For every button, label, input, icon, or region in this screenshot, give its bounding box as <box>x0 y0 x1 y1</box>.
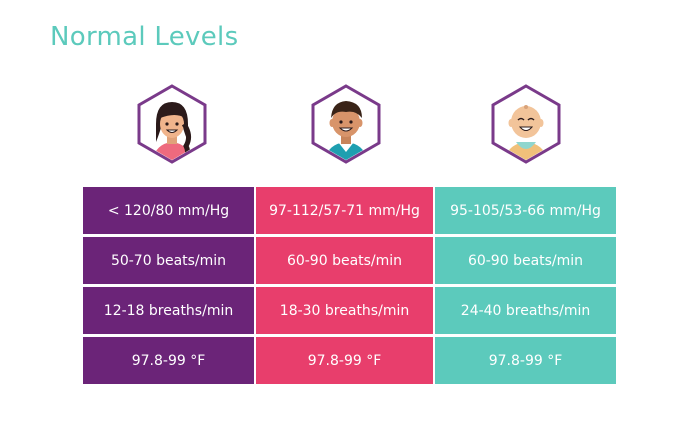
adult-woman-icon <box>132 84 212 164</box>
adult-cell: < 120/80 mm/Hg <box>83 187 254 234</box>
table-row: 12-18 breaths/min 18-30 breaths/min 24-4… <box>83 287 616 334</box>
child-cell: 18-30 breaths/min <box>256 287 433 334</box>
infant-cell: 95-105/53-66 mm/Hg <box>435 187 616 234</box>
infant-cell: 24-40 breaths/min <box>435 287 616 334</box>
table-row: 97.8-99 °F 97.8-99 °F 97.8-99 °F <box>83 337 616 384</box>
child-cell: 97.8-99 °F <box>256 337 433 384</box>
infant-baby-icon <box>486 84 566 164</box>
child-cell: 97-112/57-71 mm/Hg <box>256 187 433 234</box>
page-title: Normal Levels <box>50 22 239 52</box>
adult-cell: 97.8-99 °F <box>83 337 254 384</box>
child-boy-icon <box>306 84 386 164</box>
adult-cell: 12-18 breaths/min <box>83 287 254 334</box>
infant-cell: 97.8-99 °F <box>435 337 616 384</box>
infant-cell: 60-90 beats/min <box>435 237 616 284</box>
adult-cell: 50-70 beats/min <box>83 237 254 284</box>
vital-signs-table: < 120/80 mm/Hg 97-112/57-71 mm/Hg 95-105… <box>83 187 616 384</box>
table-row: 50-70 beats/min 60-90 beats/min 60-90 be… <box>83 237 616 284</box>
child-cell: 60-90 beats/min <box>256 237 433 284</box>
table-row: < 120/80 mm/Hg 97-112/57-71 mm/Hg 95-105… <box>83 187 616 234</box>
